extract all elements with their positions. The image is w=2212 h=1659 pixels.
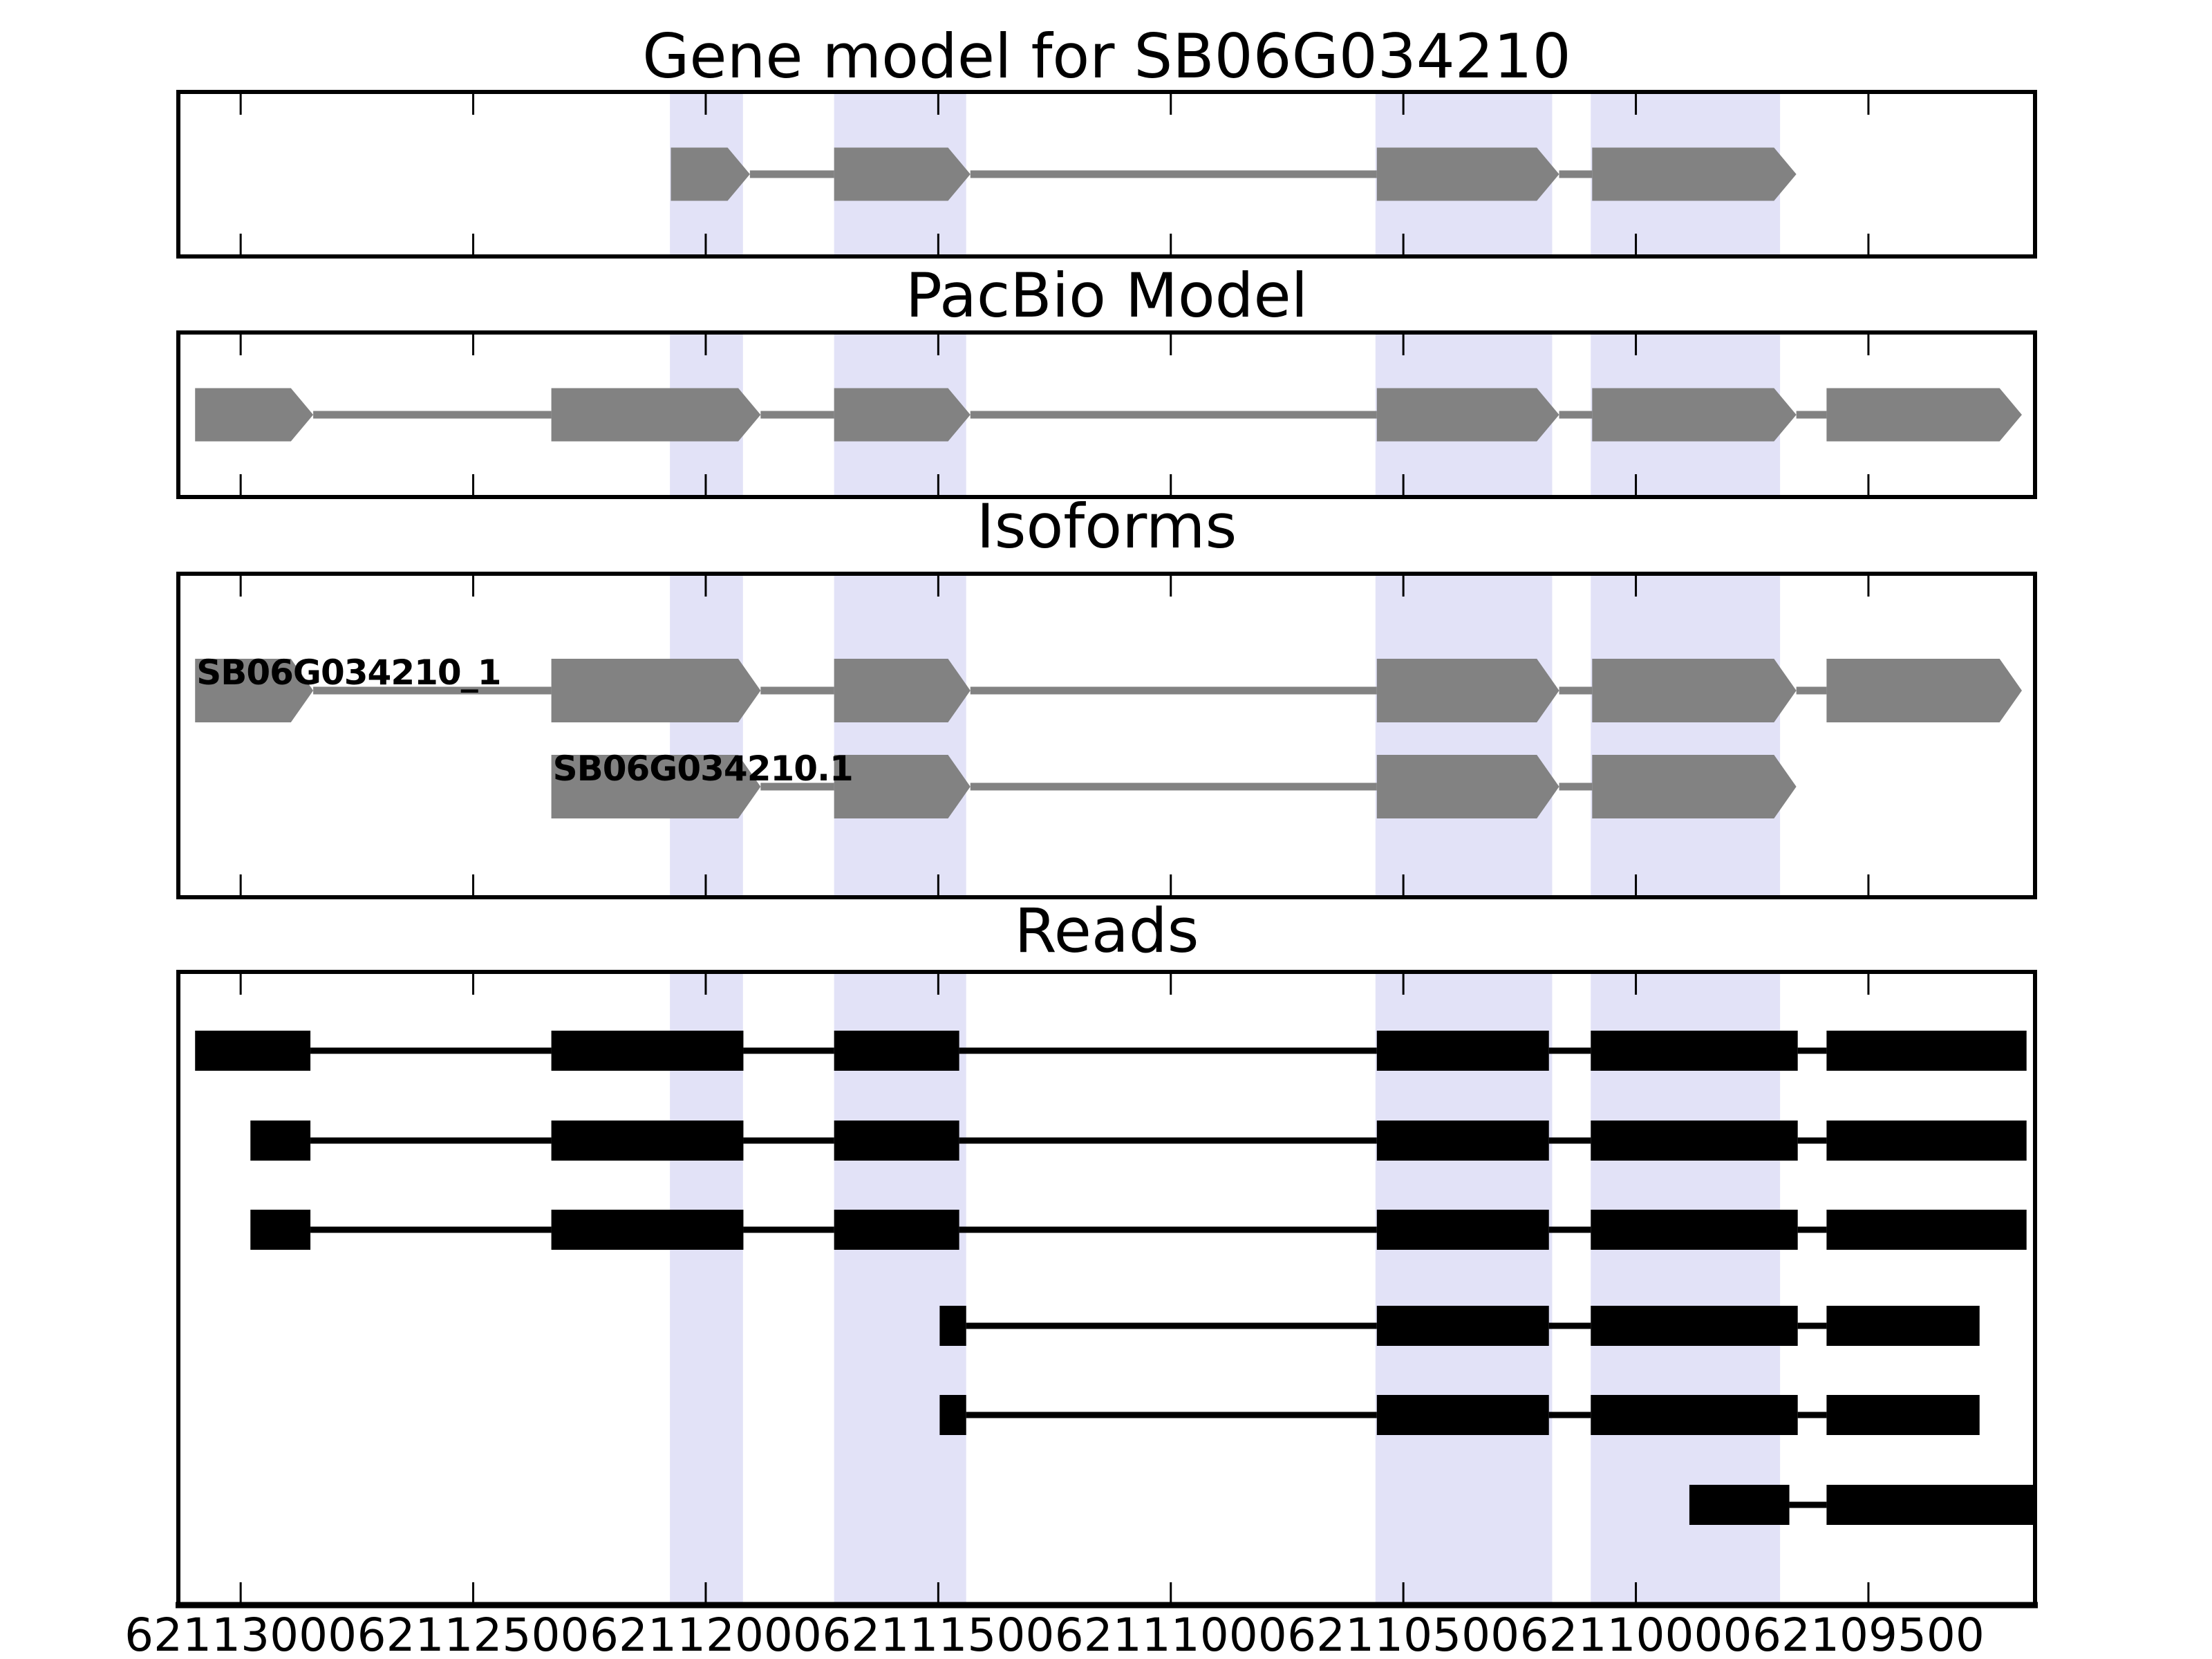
read-block xyxy=(939,1306,966,1346)
exon-arrow xyxy=(1376,388,1559,442)
highlight-band xyxy=(834,574,966,897)
read-block xyxy=(1591,1306,1798,1346)
exon-arrow xyxy=(834,388,971,442)
panel-title-pacbio-model: PacBio Model xyxy=(905,260,1309,331)
panel-title-isoforms: Isoforms xyxy=(976,491,1237,562)
panel-title-gene-model: Gene model for SB06G034210 xyxy=(642,21,1571,92)
read-block xyxy=(1826,1210,2027,1250)
read-block xyxy=(1376,1031,1549,1071)
x-tick-label: 62111500 xyxy=(822,1609,1054,1659)
exon-arrow xyxy=(1376,755,1559,818)
read-block xyxy=(551,1031,744,1071)
read-block xyxy=(1376,1306,1549,1346)
highlight-band xyxy=(670,574,743,897)
panel-title-reads: Reads xyxy=(1014,895,1199,966)
read-block xyxy=(1376,1395,1549,1435)
x-tick-label: 62113000 xyxy=(124,1609,357,1659)
isoform-label: SB06G034210_1 xyxy=(196,653,500,693)
x-tick-label: 62109500 xyxy=(1752,1609,1985,1659)
x-tick-label: 62111000 xyxy=(1055,1609,1287,1659)
read-block xyxy=(1689,1485,1790,1525)
exon-arrow xyxy=(671,147,750,201)
highlight-band xyxy=(1375,972,1553,1605)
highlight-band xyxy=(670,972,743,1605)
exon-arrow xyxy=(1592,659,1797,722)
exon-arrow xyxy=(1592,755,1797,818)
isoform-label: SB06G034210.1 xyxy=(553,749,853,789)
read-block xyxy=(1826,1395,1980,1435)
x-tick-label: 62110000 xyxy=(1520,1609,1752,1659)
exon-arrow xyxy=(195,659,314,722)
highlight-band xyxy=(1591,574,1781,897)
exon-arrow xyxy=(1592,147,1797,201)
read-block xyxy=(939,1395,966,1435)
exon-arrow xyxy=(834,659,971,722)
panel-border xyxy=(176,330,2037,499)
read-block xyxy=(1826,1306,1980,1346)
read-block xyxy=(1826,1031,2027,1071)
read-block xyxy=(250,1121,311,1161)
exon-arrow xyxy=(551,659,761,722)
exon-arrow xyxy=(551,388,761,442)
panel-border xyxy=(176,572,2037,899)
highlight-band xyxy=(1375,574,1553,897)
read-block xyxy=(1591,1210,1798,1250)
panel-border xyxy=(176,90,2037,259)
read-block xyxy=(1591,1395,1798,1435)
x-tick-label: 62112000 xyxy=(590,1609,822,1659)
exon-arrow xyxy=(1826,659,2022,722)
read-block xyxy=(1591,1121,1798,1161)
exon-arrow xyxy=(1592,388,1797,442)
read-block xyxy=(1376,1210,1549,1250)
exon-arrow xyxy=(551,755,761,818)
exon-arrow xyxy=(195,388,314,442)
read-block xyxy=(1826,1121,2027,1161)
read-block xyxy=(1376,1121,1549,1161)
read-block xyxy=(834,1031,959,1071)
read-block xyxy=(551,1121,744,1161)
exon-arrow xyxy=(1376,659,1559,722)
read-block xyxy=(834,1121,959,1161)
read-block xyxy=(1826,1485,2034,1525)
x-tick-label: 62112500 xyxy=(357,1609,590,1659)
highlight-band xyxy=(834,972,966,1605)
read-block xyxy=(195,1031,311,1071)
read-block xyxy=(1591,1031,1798,1071)
exon-arrow xyxy=(1376,147,1559,201)
read-block xyxy=(551,1210,744,1250)
read-block xyxy=(834,1210,959,1250)
exon-arrow xyxy=(834,755,971,818)
x-tick-label: 62110500 xyxy=(1287,1609,1519,1659)
read-block xyxy=(250,1210,311,1250)
exon-arrow xyxy=(1826,388,2022,442)
exon-arrow xyxy=(834,147,971,201)
